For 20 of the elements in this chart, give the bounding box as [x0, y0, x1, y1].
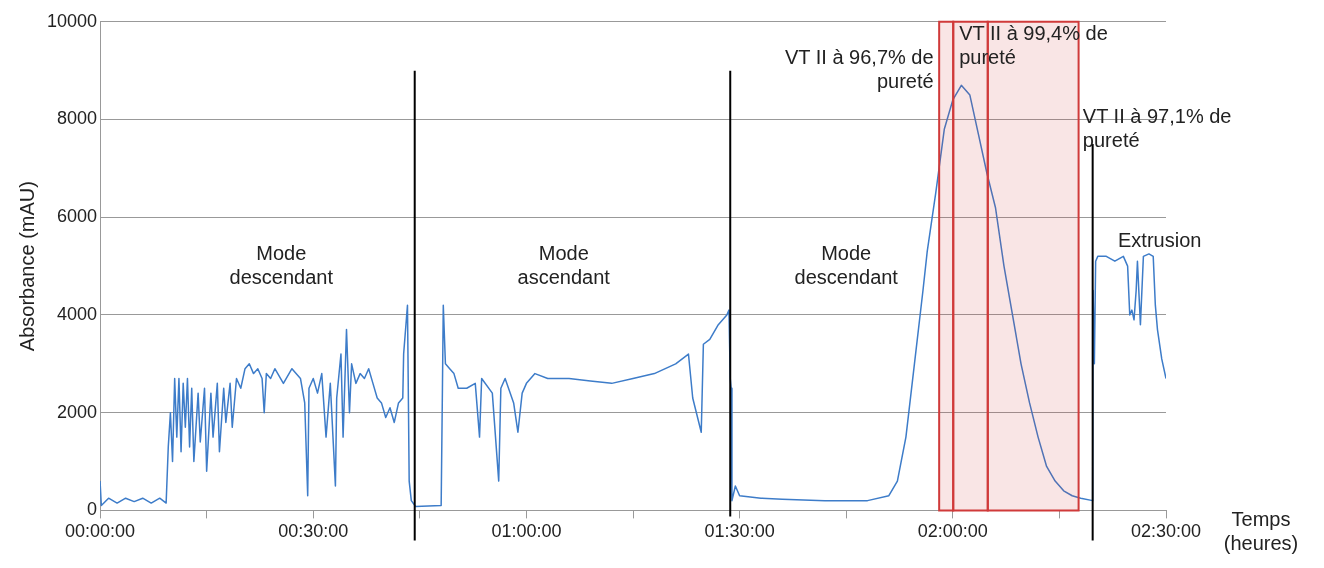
x-axis-title: Temps (heures) — [1223, 507, 1299, 554]
x-tick-label: 02:30:00 — [1130, 521, 1202, 542]
annotation: Mode ascendant — [517, 241, 611, 288]
y-axis-title: Absorbance (mAU) — [15, 181, 38, 352]
y-tick-label: 10000 — [46, 10, 98, 31]
annotation: Extrusion — [1118, 229, 1202, 252]
annotation: Mode descendant — [229, 241, 334, 288]
y-tick-label: 0 — [87, 499, 98, 520]
y-tick-label: 4000 — [57, 303, 98, 324]
x-tick-label: 02:00:00 — [917, 521, 988, 542]
y-tick-label: 8000 — [57, 108, 98, 129]
annotation: VT II à 97,1% de pureté — [1082, 104, 1232, 151]
x-tick-label: 01:00:00 — [491, 521, 562, 542]
y-tick-label: 2000 — [57, 401, 98, 422]
x-tick-label: 00:00:00 — [65, 521, 136, 542]
annotation: VT II à 96,7% de pureté — [785, 46, 934, 93]
y-tick-label: 6000 — [57, 206, 98, 227]
annotation: Mode descendant — [794, 241, 899, 288]
x-tick-label: 00:30:00 — [278, 521, 349, 542]
x-tick-label: 01:30:00 — [704, 521, 775, 542]
